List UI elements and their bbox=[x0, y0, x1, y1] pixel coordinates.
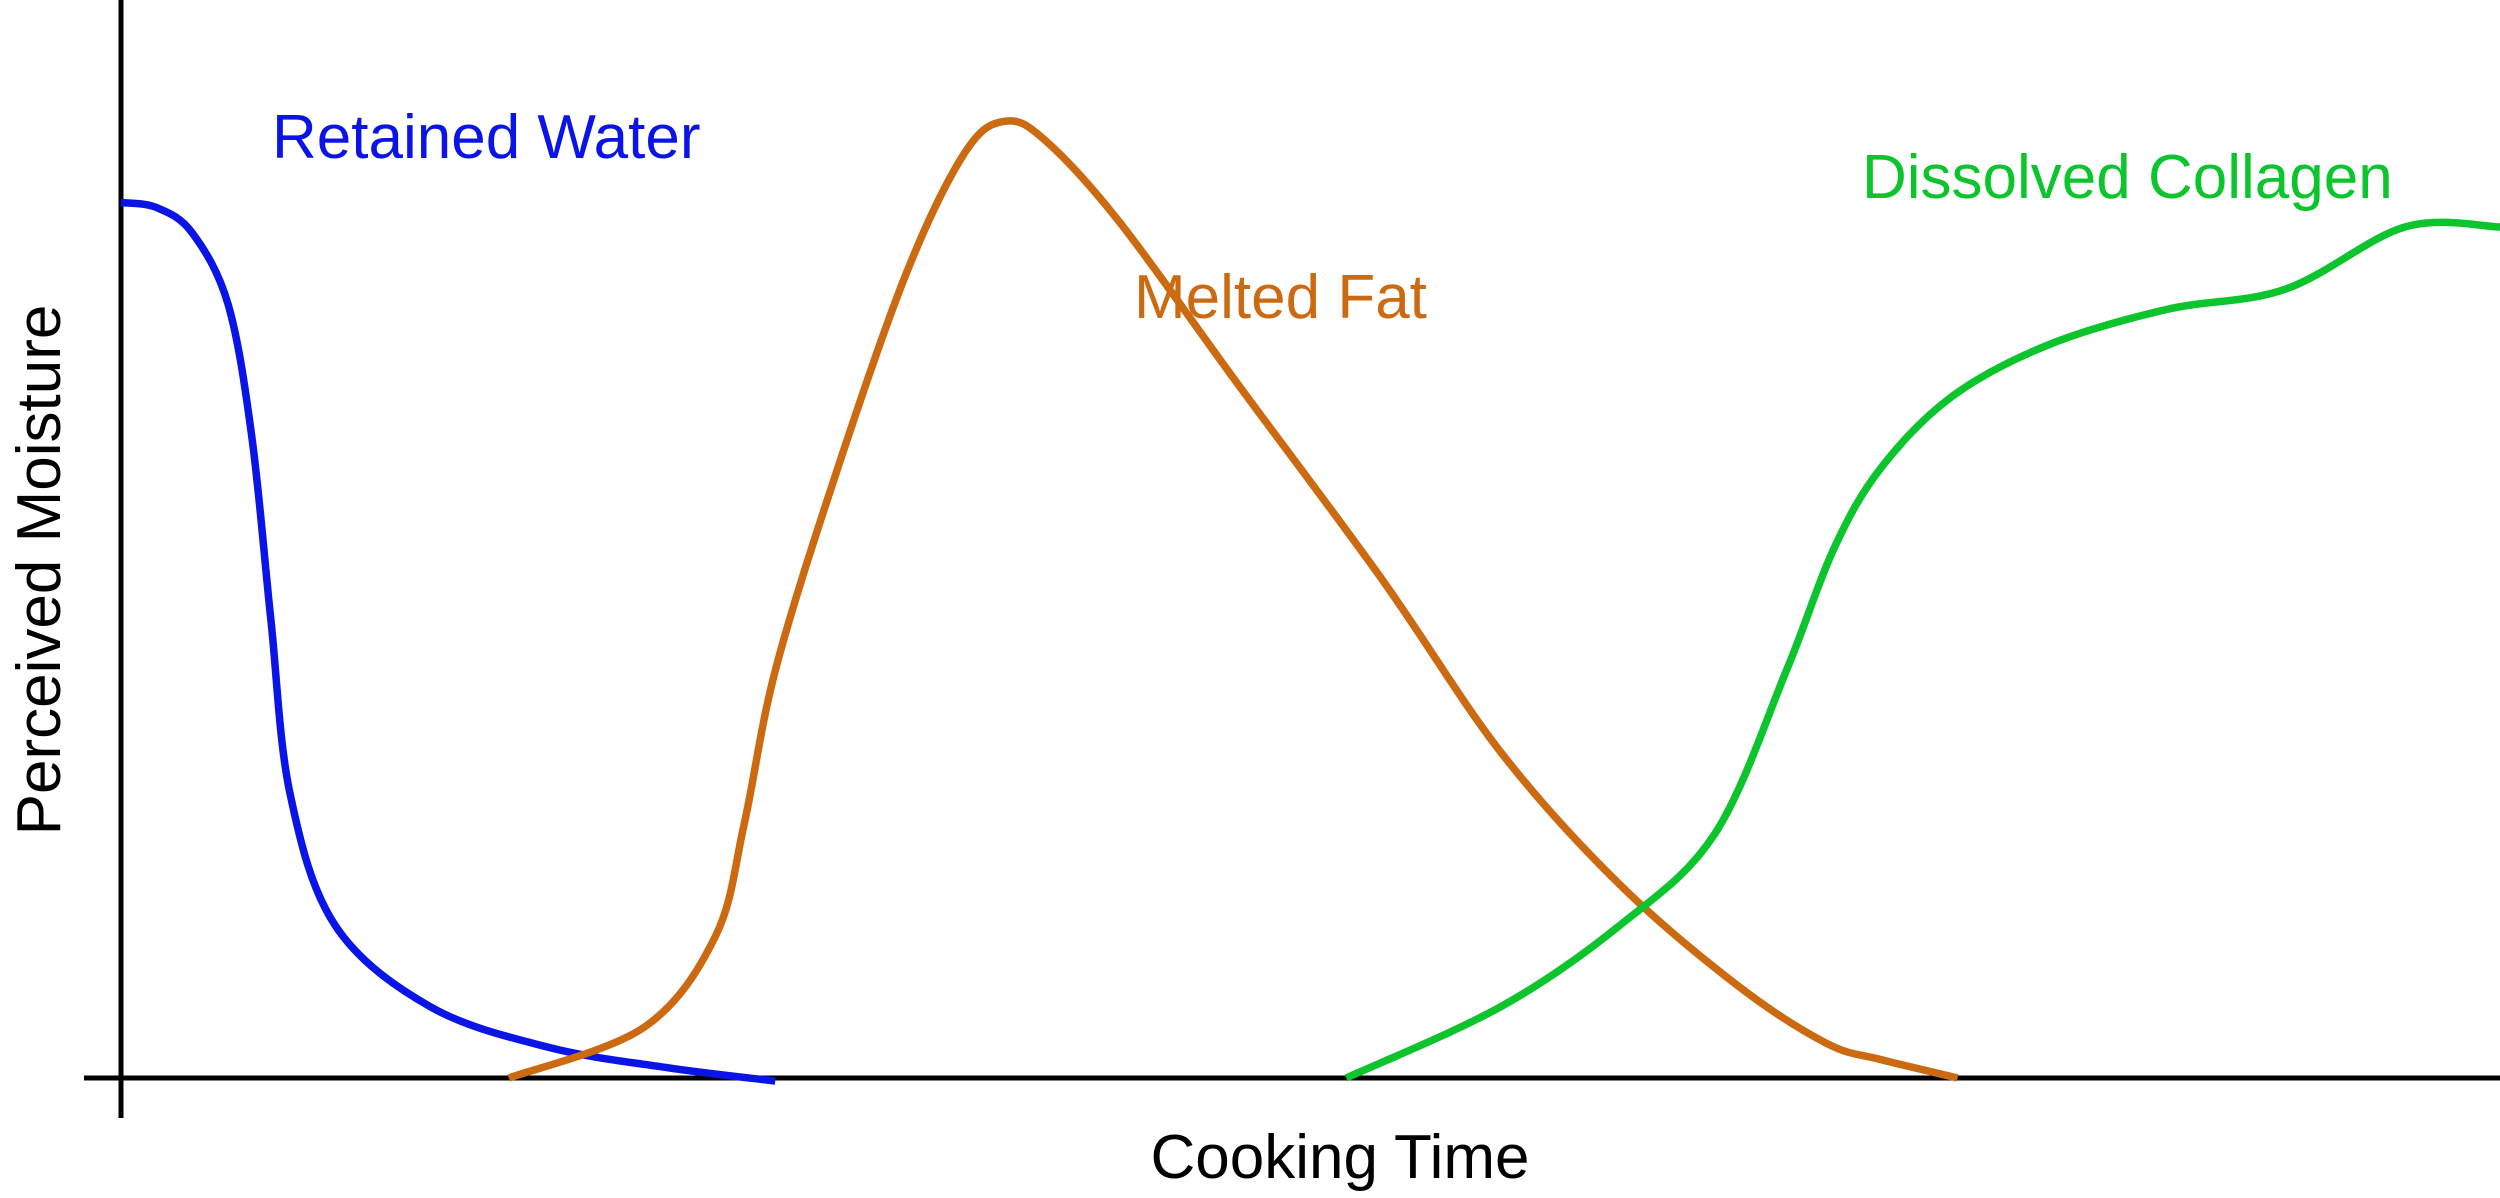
series-labels: Retained Water Melted Fat Dissolved Collag… bbox=[272, 103, 2393, 332]
series-group bbox=[120, 117, 2500, 1085]
series-line-retained-water bbox=[120, 198, 776, 1085]
x-axis-title: Cooking Time bbox=[1150, 1123, 1529, 1192]
series-label-retained-water: Retained Water bbox=[272, 103, 700, 172]
series-label-melted-fat: Melted Fat bbox=[1134, 263, 1427, 332]
series-line-melted-fat bbox=[507, 117, 1959, 1082]
y-axis-title: Perceived Moisture bbox=[5, 305, 74, 836]
series-line-dissolved-collagen bbox=[1344, 218, 2500, 1082]
series-label-dissolved-collagen: Dissolved Collagen bbox=[1862, 143, 2393, 212]
